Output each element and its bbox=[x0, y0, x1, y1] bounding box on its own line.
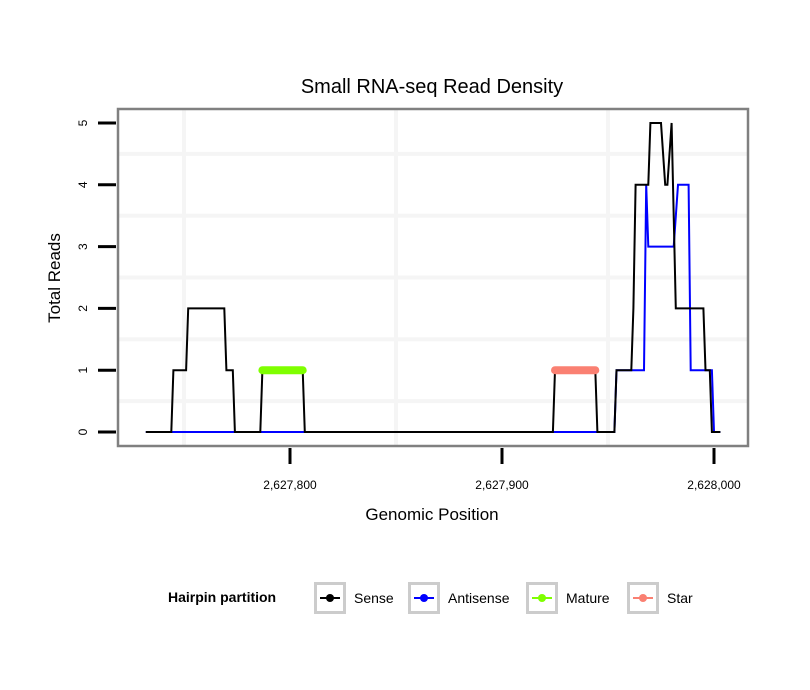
legend-item-mature: Mature bbox=[526, 581, 610, 615]
legend-key-antisense-icon bbox=[408, 582, 440, 614]
legend-item-sense: Sense bbox=[314, 581, 394, 615]
legend-key-star-icon bbox=[627, 582, 659, 614]
legend-label: Mature bbox=[566, 590, 610, 606]
x-axis-title: Genomic Position bbox=[365, 505, 498, 524]
series-line-sense bbox=[145, 122, 721, 433]
chart-title: Small RNA-seq Read Density bbox=[301, 76, 563, 98]
legend-item-star: Star bbox=[627, 581, 693, 615]
legend-label: Star bbox=[667, 590, 693, 606]
y-tick-label: 2 bbox=[76, 305, 90, 312]
y-tick-label: 1 bbox=[76, 367, 90, 374]
x-tick-label: 2,627,800 bbox=[263, 478, 317, 492]
y-tick-label: 5 bbox=[76, 119, 90, 126]
legend-item-antisense: Antisense bbox=[408, 581, 509, 615]
plot-panel bbox=[116, 107, 750, 448]
y-axis: 0 1 2 3 4 5 bbox=[76, 119, 116, 435]
panel-border bbox=[116, 107, 750, 448]
legend-title: Hairpin partition bbox=[168, 589, 277, 605]
y-tick-label: 4 bbox=[76, 181, 90, 188]
legend-key-sense-icon bbox=[314, 582, 346, 614]
legend: Hairpin partition Sense Antisense Mature… bbox=[0, 578, 810, 618]
y-tick-label: 3 bbox=[76, 243, 90, 250]
y-tick-label: 0 bbox=[76, 428, 90, 435]
y-axis-title: Total Reads bbox=[45, 233, 64, 323]
x-tick-label: 2,628,000 bbox=[687, 478, 741, 492]
legend-label: Antisense bbox=[448, 590, 510, 606]
legend-key-mature-icon bbox=[526, 582, 558, 614]
x-tick-label: 2,627,900 bbox=[475, 478, 529, 492]
x-axis: 2,627,800 2,627,900 2,628,000 bbox=[263, 448, 741, 492]
legend-label: Sense bbox=[354, 590, 394, 606]
